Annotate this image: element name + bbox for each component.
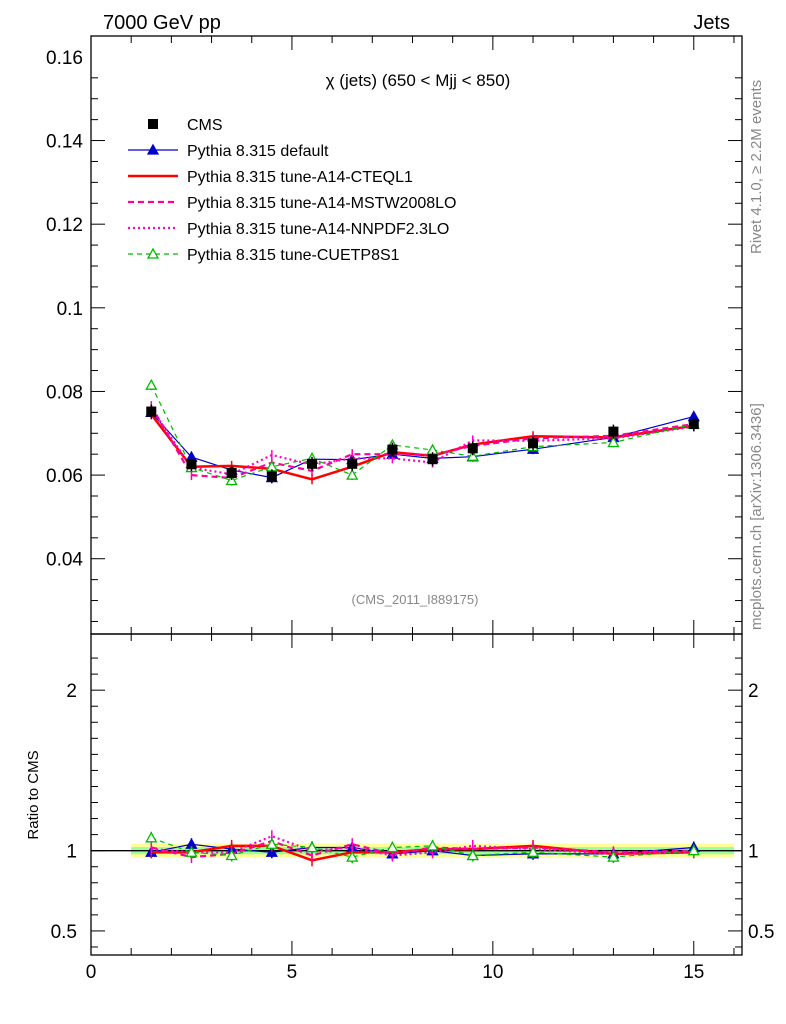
ratio-marker-cuetp (687, 844, 700, 856)
ratio-line-default (151, 843, 694, 857)
ratio-marker-cuetp (305, 841, 319, 853)
legend-label: Pythia 8.315 tune-A14-MSTW2008LO (187, 195, 456, 212)
marker-cuetp (607, 436, 620, 448)
cms-data-point (387, 444, 398, 455)
cms-data-point (226, 468, 237, 478)
ratio-y-tick-label-right: 1 (748, 842, 759, 863)
ratio-marker-cuetp (386, 841, 399, 853)
legend-label: Pythia 8.315 default (187, 143, 329, 160)
ratio-line-cuetp (151, 837, 694, 858)
main-y-tick-label: 0.08 (46, 382, 83, 403)
series-line-cteql1 (150, 413, 694, 481)
cms-data-point (266, 471, 277, 482)
marker-cuetp (346, 468, 359, 480)
plot-title: χ (jets) (650 < Mjj < 850) (326, 71, 511, 90)
ratio-y-tick-label-right: 2 (748, 681, 759, 702)
cms-data-point (186, 459, 197, 470)
rivet-label: Rivet 4.1.0, ≥ 2.2M events (748, 80, 765, 254)
main-y-tick-label: 0.16 (46, 48, 83, 69)
ratio-marker-cuetp (185, 845, 198, 857)
cms-data-point (427, 454, 438, 465)
legend-label: Pythia 8.315 tune-A14-CTEQL1 (187, 169, 413, 186)
x-tick-label: 0 (86, 962, 97, 983)
header-right: Jets (693, 12, 730, 34)
main-y-tick-label: 0.06 (46, 466, 83, 487)
main-plot: 0.04 0.06 0.08 0.1 0.12 0.14 0.16 (46, 35, 743, 635)
cms-data-point (307, 458, 318, 469)
cms-data-point (688, 419, 699, 430)
ratio-y-tick-label-right: 0.5 (748, 922, 774, 943)
header-left: 7000 GeV pp (103, 12, 221, 34)
cms-data-point (608, 426, 619, 437)
cms-data-point (467, 443, 478, 454)
ratio-marker-cuetp (225, 849, 238, 861)
main-y-tick-label: 0.12 (46, 215, 83, 236)
legend-label: Pythia 8.315 tune-A14-NNPDF2.3LO (187, 221, 449, 238)
marker-cuetp (225, 474, 238, 486)
ratio-marker-cuetp (607, 850, 620, 862)
ratio-marker-cuetp (265, 837, 278, 849)
ratio-y-tick-label: 1 (66, 842, 77, 863)
legend: CMS Pythia 8.315 default Pythia 8.315 tune… (128, 117, 456, 264)
marker-cuetp (466, 449, 479, 461)
legend-marker-cuetp (146, 247, 160, 259)
main-y-tick-label: 0.04 (46, 550, 83, 571)
ratio-marker-cuetp (466, 849, 479, 861)
mcplots-label: mcplots.cern.ch [arXiv:1306.3436] (748, 403, 765, 630)
x-tick-label: 15 (683, 962, 704, 983)
legend-cms-marker (148, 119, 158, 129)
legend-label: CMS (187, 117, 223, 134)
cms-data-point (347, 458, 358, 469)
ratio-ylabel: Ratio to CMS (25, 750, 42, 839)
series-line-mstw (150, 405, 694, 480)
series-line-default (150, 411, 694, 479)
ratio-marker-cuetp (145, 831, 158, 843)
main-y-tick-label: 0.14 (46, 132, 83, 153)
legend-label: Pythia 8.315 tune-CUETP8S1 (187, 247, 400, 264)
series-line-cuetp (150, 384, 694, 482)
series-line-nnpdf (150, 407, 694, 476)
ratio-y-tick-label: 0.5 (51, 922, 77, 943)
cms-data-point (146, 406, 157, 417)
ratio-marker-cuetp (526, 845, 540, 857)
ratio-plot: 0.5 0.5 1 1 2 2 0 5 10 15 (51, 633, 774, 983)
cms-data-point (528, 438, 539, 449)
x-tick-label: 5 (287, 962, 298, 983)
legend-marker-default (146, 143, 160, 155)
ratio-y-tick-label: 2 (66, 681, 77, 702)
ratio-frame (90, 633, 743, 956)
main-y-tick-label: 0.1 (57, 299, 83, 320)
marker-cuetp (145, 378, 158, 390)
ratio-marker-cuetp (346, 850, 359, 862)
analysis-watermark: (CMS_2011_I889175) (352, 592, 479, 607)
ratio-marker-cuetp (426, 839, 439, 851)
x-tick-label: 10 (482, 962, 503, 983)
